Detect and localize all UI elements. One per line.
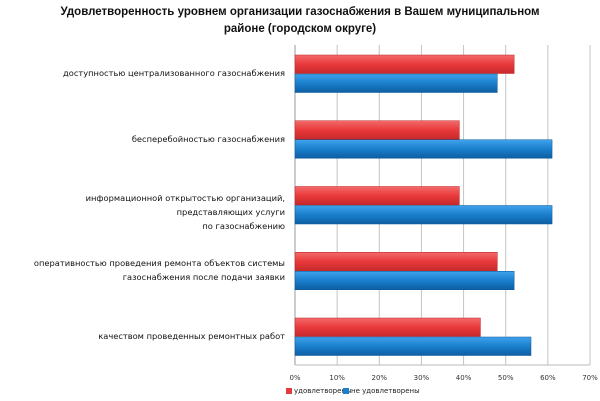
bar-not-satisfied xyxy=(294,73,498,93)
category-label: информационной открытостью организаций, … xyxy=(15,191,285,233)
x-tick-label: 40% xyxy=(456,374,472,382)
category-label-line: по газоснабжению xyxy=(202,220,285,231)
category-label: бесперебойностью газоснабжения xyxy=(15,132,285,146)
bar-satisfied xyxy=(294,317,481,337)
category-label: качеством проведенных ремонтных работ xyxy=(15,329,285,343)
x-tick-label: 30% xyxy=(414,374,430,382)
category-label: доступностью централизованного газоснабж… xyxy=(15,66,285,80)
legend-swatch-red xyxy=(286,388,292,394)
category-label-line: газоснабжения после подачи заявки xyxy=(122,272,285,283)
bar-satisfied xyxy=(294,186,460,206)
legend-label-satisfied: удовлетворены xyxy=(294,387,352,395)
bar-not-satisfied xyxy=(294,139,553,159)
bar-satisfied xyxy=(294,252,498,271)
x-tick-label: 0% xyxy=(289,374,300,382)
bar-not-satisfied xyxy=(294,271,515,290)
bar-not-satisfied xyxy=(294,205,553,225)
bar-satisfied xyxy=(294,54,515,74)
category-label-line: бесперебойностью газоснабжения xyxy=(131,133,285,144)
x-tick-label: 10% xyxy=(329,374,345,382)
x-tick-label: 50% xyxy=(498,374,514,382)
chart-title: Удовлетворенность уровнем организации га… xyxy=(0,4,600,38)
bar-not-satisfied xyxy=(294,336,532,356)
bar-satisfied xyxy=(294,120,460,140)
legend-item-not-satisfied: не удовлетворены xyxy=(343,387,420,395)
category-label-line: оперативностью проведения ремонта объект… xyxy=(33,258,285,269)
chart-title-line-1: Удовлетворенность уровнем организации га… xyxy=(60,6,540,18)
category-label-line: информационной открытостью организаций, … xyxy=(85,192,285,217)
category-label-line: доступностью централизованного газоснабж… xyxy=(63,68,285,78)
legend-swatch-blue xyxy=(343,388,349,394)
category-label: оперативностью проведения ремонта объект… xyxy=(15,256,285,284)
legend-item-satisfied: удовлетворены xyxy=(286,387,352,395)
x-tick-label: 70% xyxy=(582,374,598,382)
x-tick-label: 60% xyxy=(540,374,556,382)
legend-label-not-satisfied: не удовлетворены xyxy=(351,387,420,395)
chart-title-line-2: районе (городском округе) xyxy=(223,23,377,35)
x-tick-label: 20% xyxy=(372,374,388,382)
category-label-line: качеством проведенных ремонтных работ xyxy=(98,331,285,341)
